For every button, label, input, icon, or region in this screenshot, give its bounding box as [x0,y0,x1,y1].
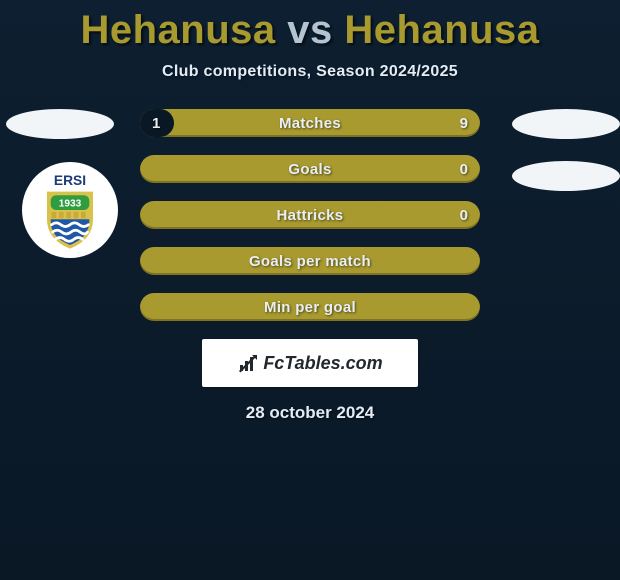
snapshot-date: 28 october 2024 [0,403,620,423]
title-player-right: Hehanusa [344,8,539,52]
bar-label: Matches [140,109,480,137]
bar-right-value: 0 [460,201,468,229]
stat-row-min-per-goal: Min per goal [140,293,480,321]
stat-row-goals-per-match: Goals per match [140,247,480,275]
stat-bars: 1 Matches 9 Goals 0 Hattricks 0 Goals pe… [140,109,480,339]
club-badge-svg: ERSI 1933 [24,164,116,256]
title-vs: vs [287,8,333,52]
source-text: FcTables.com [263,353,382,374]
decorative-ellipse-left [6,109,114,139]
bar-right-value: 0 [460,155,468,183]
club-badge: ERSI 1933 [24,164,116,256]
badge-top-text: ERSI [54,173,86,188]
bar-label: Goals [140,155,480,183]
title-player-left: Hehanusa [80,8,275,52]
bar-label: Hattricks [140,201,480,229]
bar-label: Min per goal [140,293,480,321]
bar-chart-icon [237,351,261,375]
stat-row-goals: Goals 0 [140,155,480,183]
badge-year: 1933 [59,198,82,209]
source-brand: FcTables.com [237,351,382,375]
stat-row-hattricks: Hattricks 0 [140,201,480,229]
source-card: FcTables.com [202,339,418,387]
bar-right-value: 9 [460,109,468,137]
stat-row-matches: 1 Matches 9 [140,109,480,137]
decorative-ellipse-right [512,109,620,139]
decorative-ellipse-right-2 [512,161,620,191]
page-title: Hehanusa vs Hehanusa [0,0,620,53]
bar-label: Goals per match [140,247,480,275]
subtitle: Club competitions, Season 2024/2025 [0,63,620,81]
